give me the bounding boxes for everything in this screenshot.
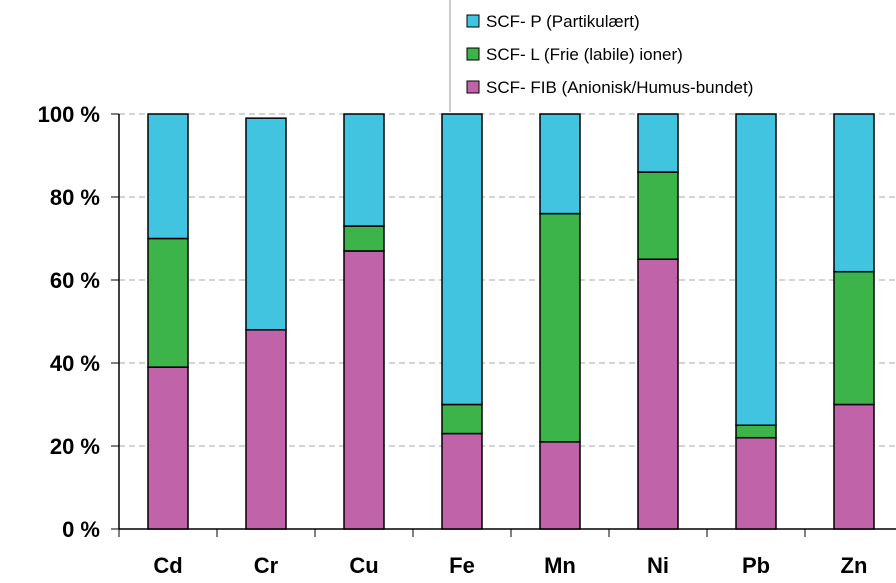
bar-segment-ni-1 <box>637 171 679 261</box>
bar-segment-pb-0 <box>735 436 777 530</box>
x-tick-label: Ni <box>647 553 669 578</box>
legend-label: SCF- FIB (Anionisk/Humus-bundet) <box>486 78 753 97</box>
bar-segment-fe-0 <box>441 432 483 530</box>
y-tick-label: 80 % <box>50 185 100 210</box>
x-tick-label: Cd <box>153 553 182 578</box>
bar-segment-zn-2 <box>833 113 875 273</box>
legend-box <box>450 0 896 112</box>
x-tick-label: Pb <box>742 553 770 578</box>
y-tick-labels: 0 % 20 % 40 % 60 % 80 % 100 % <box>38 102 100 542</box>
bar-segment-cd-2 <box>147 113 189 240</box>
x-tick-label: Mn <box>544 553 576 578</box>
bar-segment-ni-2 <box>637 113 679 173</box>
bar-segment-cu-0 <box>343 250 385 530</box>
bar-segment-cr-0 <box>245 329 287 530</box>
x-tick-labels: Cd Cr Cu Fe Mn Ni Pb Zn <box>153 553 867 578</box>
bar-segment-zn-0 <box>833 403 875 530</box>
y-tick-label: 60 % <box>50 268 100 293</box>
bar-segment-mn-2 <box>539 113 581 215</box>
gridlines <box>119 113 896 447</box>
bar-segment-zn-1 <box>833 270 875 406</box>
legend-swatch <box>466 80 480 94</box>
y-tick-label: 0 % <box>62 517 100 542</box>
bar-segment-cu-2 <box>343 113 385 227</box>
y-tick-label: 40 % <box>50 351 100 376</box>
y-tick-label: 100 % <box>38 102 100 127</box>
bar-segment-cd-0 <box>147 366 189 530</box>
bar-segment-fe-2 <box>441 113 483 406</box>
x-tick-label: Fe <box>449 553 475 578</box>
y-tick-label: 20 % <box>50 434 100 459</box>
bar-segment-pb-1 <box>735 424 777 439</box>
legend-label: SCF- L (Frie (labile) ioner) <box>486 45 683 64</box>
x-tick-label: Cu <box>349 553 378 578</box>
legend: SCF- P (Partikulært) SCF- L (Frie (labile… <box>449 0 896 112</box>
x-tick-label: Zn <box>841 553 868 578</box>
bar-segment-fe-1 <box>441 403 483 435</box>
bar-segment-cu-1 <box>343 225 385 252</box>
x-tick-label: Cr <box>254 553 279 578</box>
legend-label: SCF- P (Partikulært) <box>486 12 640 31</box>
bar-segment-cd-1 <box>147 237 189 368</box>
legend-swatch <box>466 47 480 61</box>
axes <box>111 113 896 537</box>
bar-segment-cr-2 <box>245 117 287 331</box>
bar-segment-pb-2 <box>735 113 777 426</box>
bar-segment-ni-0 <box>637 258 679 530</box>
bars <box>147 113 875 530</box>
legend-swatch <box>466 14 480 28</box>
bar-segment-mn-0 <box>539 441 581 530</box>
bar-segment-mn-1 <box>539 212 581 443</box>
